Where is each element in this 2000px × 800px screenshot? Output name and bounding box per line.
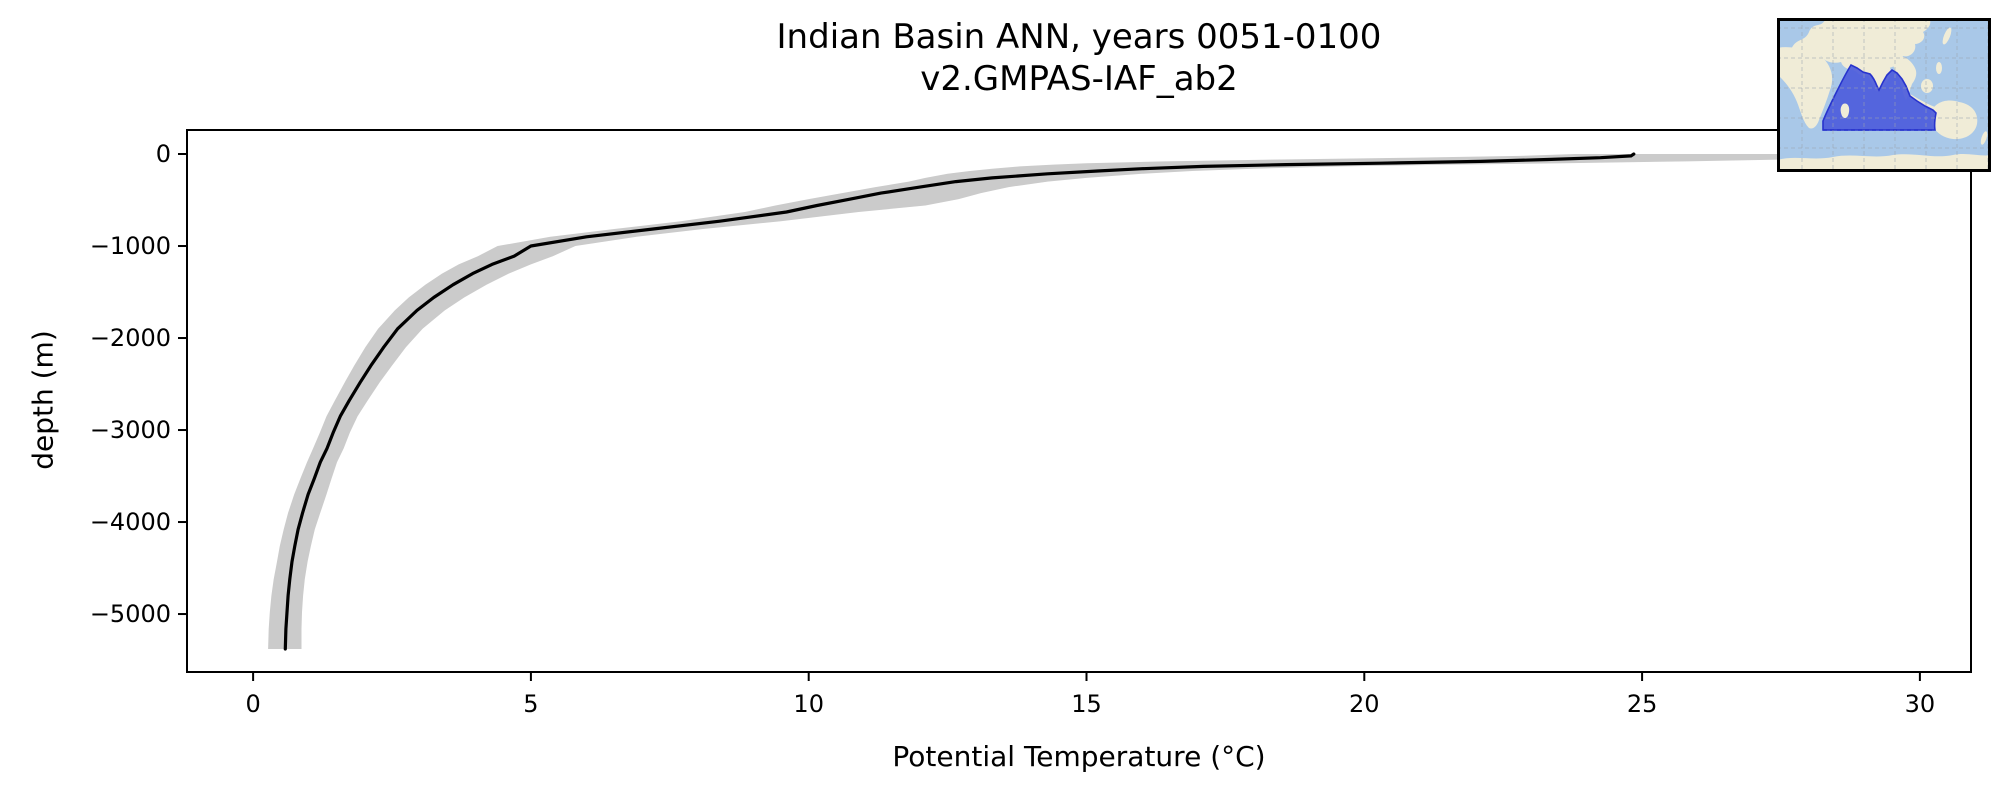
map-land-southeast-asia [1892, 55, 1917, 100]
map-land-borneo [1921, 79, 1933, 93]
chart-subtitle: v2.GMPAS-IAF_ab2 [920, 59, 1238, 99]
map-land-antarctica [1777, 154, 1991, 172]
y-tick-label: −4000 [90, 508, 171, 536]
map-land-madagascar [1840, 103, 1850, 119]
chart-title: Indian Basin ANN, years 0051-0100 [776, 17, 1382, 57]
y-axis-label: depth (m) [26, 330, 60, 470]
map-land-japan [1942, 27, 1952, 45]
map-land-philippines [1936, 62, 1942, 74]
uncertainty-band [268, 154, 1915, 649]
mean-temperature-line [283, 152, 1636, 651]
y-tick-label: −2000 [90, 324, 171, 352]
map-indian-basin-region [1822, 63, 1937, 131]
x-tick-label: 0 [245, 690, 260, 718]
y-tick-label: 0 [156, 140, 171, 168]
map-land-australia [1930, 100, 1978, 140]
x-tick-label: 20 [1349, 690, 1380, 718]
map-graticule [1777, 18, 1991, 172]
x-tick-label: 5 [523, 690, 538, 718]
x-tick-label: 15 [1071, 690, 1102, 718]
map-land-africa [1777, 47, 1833, 129]
axes-frame [186, 129, 1972, 673]
y-tick-label: −3000 [90, 416, 171, 444]
chart-title-block: Indian Basin ANN, years 0051-0100 v2.GMP… [187, 16, 1971, 100]
x-tick-label: 10 [793, 690, 824, 718]
basin-map-inset [1777, 18, 1991, 172]
x-tick-label: 25 [1627, 690, 1658, 718]
y-tick-label: −5000 [90, 600, 171, 628]
map-land-new-zealand [1980, 131, 1988, 145]
y-tick-label: −1000 [90, 232, 171, 260]
x-axis-label: Potential Temperature (°C) [892, 740, 1266, 773]
x-tick-label: 30 [1905, 690, 1936, 718]
map-border [1777, 18, 1991, 172]
